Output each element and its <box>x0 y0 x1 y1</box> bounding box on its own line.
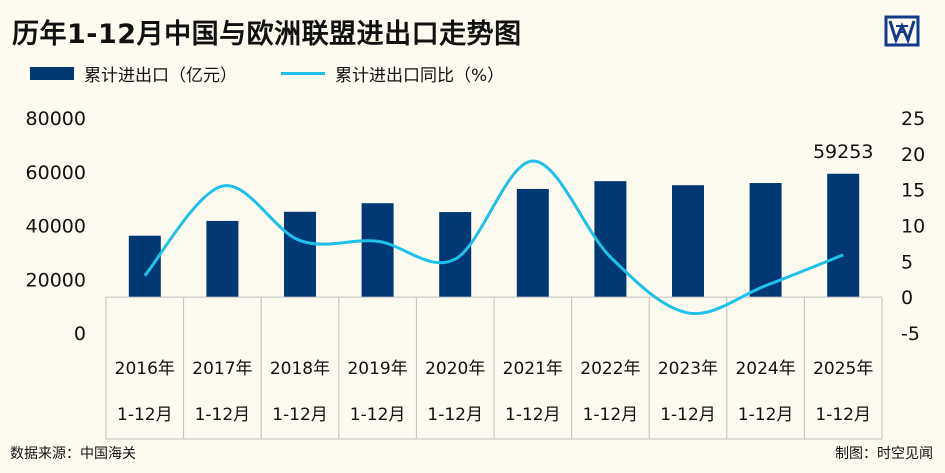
x-category-period: 1-12月 <box>350 405 406 425</box>
x-category-year: 2021年 <box>503 359 563 379</box>
x-category-period: 1-12月 <box>738 405 794 425</box>
bar-5 <box>439 212 472 298</box>
y-right-tick-label: -5 <box>901 323 920 345</box>
source-note: 数据来源：中国海关 <box>10 446 136 462</box>
bar-7 <box>594 181 627 298</box>
bar-9 <box>749 183 782 298</box>
legend-swatch-line <box>281 71 325 75</box>
y-right-tick-label: 10 <box>901 216 925 238</box>
x-category-period: 1-12月 <box>272 405 328 425</box>
x-category-period: 1-12月 <box>117 405 173 425</box>
y-left-tick-label: 60000 <box>26 162 86 184</box>
x-category-period: 1-12月 <box>505 405 561 425</box>
x-category-year: 2018年 <box>270 359 330 379</box>
credit-note: 制图：时空见闻 <box>835 446 933 462</box>
legend-item-bar: 累计进出口（亿元） <box>30 61 237 86</box>
bar-2 <box>206 220 239 298</box>
y-left-tick-label: 0 <box>74 323 86 345</box>
y-right-tick-label: 20 <box>901 144 925 166</box>
y-right-tick-label: 15 <box>901 180 925 202</box>
data-label-bar: 59253 <box>813 141 873 163</box>
legend-swatch-bar <box>30 66 74 80</box>
x-category-period: 1-12月 <box>815 405 871 425</box>
x-category-year: 2019年 <box>347 359 407 379</box>
x-category-period: 1-12月 <box>583 405 639 425</box>
y-left-tick-label: 80000 <box>26 108 86 130</box>
line-series-yoy <box>143 159 844 316</box>
bar-6 <box>516 188 549 298</box>
bar-1 <box>128 235 161 298</box>
x-category-year: 2023年 <box>658 359 718 379</box>
x-category-year: 2024年 <box>735 359 795 379</box>
legend-item-line: 累计进出口同比（%） <box>281 61 504 86</box>
bar-8 <box>672 185 704 298</box>
bar-4 <box>361 203 394 298</box>
y-left-tick-label: 40000 <box>26 216 86 238</box>
x-category-period: 1-12月 <box>195 405 251 425</box>
y-right-tick-label: 0 <box>901 287 913 309</box>
x-category-year: 2017年 <box>192 359 252 379</box>
x-category-year: 2025年 <box>813 359 873 379</box>
y-right-tick-label: 5 <box>901 251 913 273</box>
bar-10 <box>827 173 860 298</box>
chart-title: 历年1-12月中国与欧洲联盟进出口走势图 <box>12 19 522 50</box>
y-right-tick-label: 25 <box>901 108 925 130</box>
x-category-year: 2020年 <box>425 359 485 379</box>
publisher-logo-icon <box>884 15 920 47</box>
chart-legend: 累计进出口（亿元） 累计进出口同比（%） <box>30 60 548 86</box>
x-category-period: 1-12月 <box>427 405 483 425</box>
y-left-tick-label: 20000 <box>26 269 86 291</box>
legend-label-bar: 累计进出口（亿元） <box>84 65 237 86</box>
bar-3 <box>284 211 316 298</box>
x-category-year: 2016年 <box>115 359 175 379</box>
x-category-period: 1-12月 <box>660 405 716 425</box>
legend-label-line: 累计进出口同比（%） <box>335 65 505 86</box>
x-category-year: 2022年 <box>580 359 640 379</box>
